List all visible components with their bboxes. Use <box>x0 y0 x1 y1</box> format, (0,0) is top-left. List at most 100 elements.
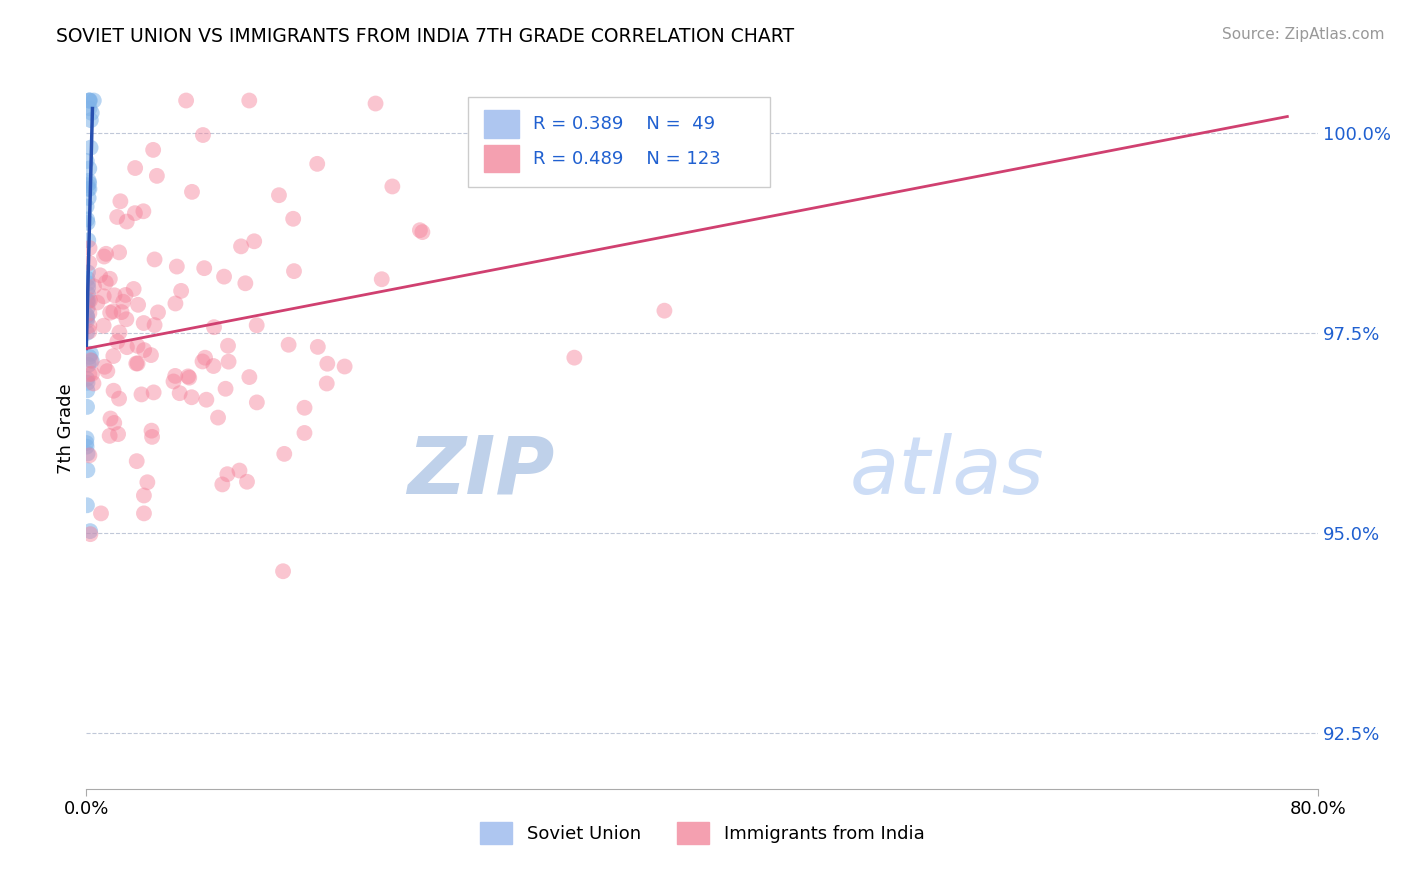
Point <box>127 356 149 370</box>
Point <box>333 359 356 374</box>
Point <box>195 392 218 407</box>
Point <box>124 161 146 175</box>
Point <box>77 177 100 191</box>
Point <box>127 298 149 312</box>
Point <box>93 289 115 303</box>
Point <box>277 337 299 351</box>
Point <box>79 94 101 108</box>
Point <box>89 268 111 283</box>
Text: ZIP: ZIP <box>406 433 554 511</box>
Text: R = 0.389    N =  49: R = 0.389 N = 49 <box>533 115 716 133</box>
Y-axis label: 7th Grade: 7th Grade <box>58 384 75 474</box>
Point <box>283 264 305 278</box>
Point <box>76 314 98 328</box>
Point <box>76 216 98 230</box>
Point <box>217 467 239 482</box>
Point <box>218 354 240 368</box>
Point <box>146 305 169 319</box>
Point <box>76 212 98 227</box>
Point <box>136 475 159 490</box>
Point <box>98 272 121 286</box>
Point <box>202 320 225 334</box>
Point <box>108 392 131 406</box>
Point <box>79 524 101 538</box>
Point <box>238 370 260 384</box>
Point <box>236 475 259 489</box>
Point <box>103 384 125 398</box>
Text: R = 0.489    N = 123: R = 0.489 N = 123 <box>533 150 721 168</box>
Point <box>193 261 215 276</box>
Point <box>191 128 214 142</box>
Point <box>143 318 166 332</box>
Point <box>96 364 118 378</box>
Point <box>76 372 98 386</box>
Point <box>177 369 200 384</box>
Point <box>103 288 125 302</box>
Point <box>86 295 108 310</box>
Point <box>170 284 193 298</box>
Point <box>79 325 101 339</box>
Legend: Soviet Union, Immigrants from India: Soviet Union, Immigrants from India <box>479 822 925 845</box>
Point <box>94 247 117 261</box>
Point <box>235 277 257 291</box>
Point <box>238 94 260 108</box>
Point <box>76 271 98 285</box>
Point <box>94 276 117 290</box>
Point <box>162 375 184 389</box>
Point <box>307 157 329 171</box>
Point <box>132 507 155 521</box>
Point <box>76 376 98 390</box>
Point <box>142 143 165 157</box>
Point <box>211 477 233 491</box>
Point <box>115 214 138 228</box>
Point <box>77 182 100 196</box>
Point <box>141 424 163 438</box>
Point <box>124 206 146 220</box>
Point <box>169 386 191 401</box>
Point <box>79 527 101 541</box>
Point <box>83 279 105 293</box>
Point <box>76 294 98 309</box>
Point <box>212 269 235 284</box>
Point <box>562 351 585 365</box>
Point <box>112 294 135 309</box>
Point <box>141 430 163 444</box>
Point <box>108 245 131 260</box>
Point <box>79 141 101 155</box>
Point <box>654 303 676 318</box>
Point <box>243 234 266 248</box>
Point <box>181 185 204 199</box>
Point <box>179 370 201 384</box>
Point <box>76 200 98 214</box>
Point <box>77 94 100 108</box>
Point <box>77 287 100 301</box>
Point <box>174 94 197 108</box>
Point <box>139 348 162 362</box>
Point <box>108 326 131 340</box>
Point <box>79 306 101 320</box>
Point <box>267 188 290 202</box>
Point <box>131 387 153 401</box>
Point <box>79 101 101 115</box>
Point <box>79 241 101 255</box>
Point <box>79 94 101 108</box>
Point <box>271 564 294 578</box>
Point <box>100 411 122 425</box>
Point <box>76 153 98 168</box>
FancyBboxPatch shape <box>484 145 519 172</box>
Point <box>79 318 101 333</box>
Point <box>122 282 145 296</box>
Point <box>115 340 138 354</box>
Point <box>90 507 112 521</box>
Point <box>82 376 104 391</box>
Point <box>77 233 100 247</box>
Point <box>214 382 236 396</box>
Point <box>132 488 155 502</box>
Point <box>77 191 100 205</box>
Point <box>246 395 269 409</box>
Point <box>76 301 98 315</box>
Point <box>115 312 138 326</box>
Point <box>76 440 98 454</box>
Point <box>79 161 101 176</box>
Point <box>146 169 169 183</box>
